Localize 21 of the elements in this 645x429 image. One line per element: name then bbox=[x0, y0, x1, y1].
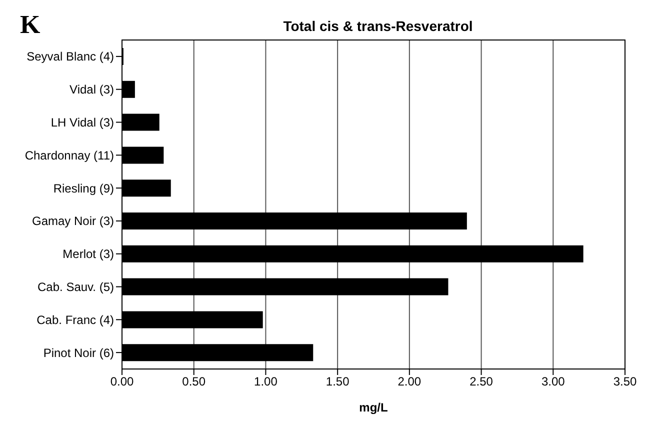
x-tick-label: 1.50 bbox=[326, 374, 350, 389]
y-tick-label: Vidal (3) bbox=[70, 82, 114, 97]
y-tick-label: Chardonnay (11) bbox=[24, 148, 114, 162]
x-tick-label: 1.00 bbox=[254, 374, 278, 389]
x-axis-title: mg/L bbox=[359, 400, 388, 415]
chart-title: Total cis & trans-Resveratrol bbox=[282, 18, 474, 34]
y-tick-label: Seyval Blanc (4) bbox=[26, 50, 114, 64]
text: K bbox=[20, 10, 40, 40]
y-tick-label: Cab. Sauv. (5) bbox=[38, 280, 114, 294]
y-tick-label: LH Vidal (3) bbox=[50, 116, 114, 130]
x-tick-label: 0.50 bbox=[182, 374, 206, 389]
y-tick-label: Pinot Noir (6) bbox=[43, 346, 114, 360]
y-tick-label: Merlot (3) bbox=[62, 247, 114, 262]
x-tick-label: 2.50 bbox=[470, 374, 494, 389]
y-tick-label: Cab. Franc (4) bbox=[36, 312, 114, 327]
x-tick-label: 2.00 bbox=[398, 374, 422, 389]
y-tick-label: Gamay Noir (3) bbox=[32, 214, 114, 228]
x-tick-label: 0.00 bbox=[110, 374, 134, 389]
x-tick-label: 3.50 bbox=[613, 374, 637, 389]
y-tick-label: Riesling (9) bbox=[53, 181, 114, 196]
x-tick-label: 3.00 bbox=[541, 374, 566, 389]
